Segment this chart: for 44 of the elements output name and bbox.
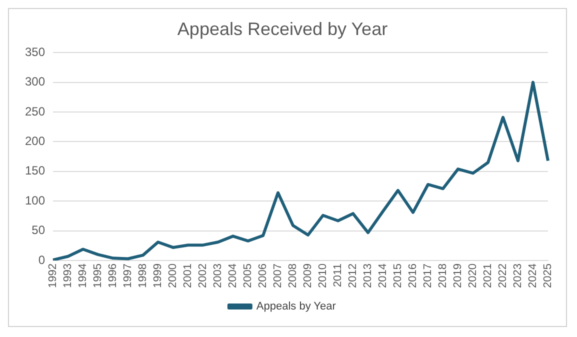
x-tick-label: 2018 [437, 264, 450, 288]
x-tick-label: 2000 [167, 264, 180, 288]
x-tick-label: 2010 [317, 264, 330, 288]
y-tick-label: 150 [24, 164, 46, 178]
legend-label: Appeals by Year [256, 300, 336, 313]
x-tick-label: 1995 [92, 264, 104, 288]
x-tick-label: 2015 [392, 264, 404, 288]
x-tick-label: 2001 [182, 264, 194, 288]
y-tick-label: 100 [24, 193, 46, 208]
x-tick-label: 2008 [287, 264, 300, 288]
x-tick-label: 2019 [452, 264, 464, 288]
x-tick-label: 1996 [107, 264, 120, 288]
x-tick-label: 2006 [257, 264, 270, 288]
x-tick-label: 1994 [77, 264, 90, 288]
x-tick-label: 1993 [62, 264, 74, 288]
x-tick-label: 2024 [527, 264, 540, 288]
y-tick-label: 350 [24, 44, 46, 59]
x-tick-label: 2011 [332, 264, 344, 288]
x-tick-label: 2023 [512, 264, 524, 288]
x-tick-label: 2013 [362, 264, 374, 288]
x-tick-label: 2014 [377, 264, 390, 288]
x-tick-label: 2025 [542, 264, 554, 288]
x-tick-label: 2022 [497, 264, 510, 288]
x-tick-label: 2017 [422, 264, 434, 288]
x-tick-label: 2004 [227, 264, 240, 288]
x-tick-label: 2012 [347, 264, 360, 288]
x-tick-label: 2003 [212, 264, 224, 288]
y-tick-label: 0 [38, 252, 46, 267]
y-tick-label: 200 [24, 134, 46, 148]
x-tick-label: 2005 [242, 264, 254, 288]
y-tick-label: 50 [32, 223, 46, 238]
x-tick-label: 1998 [137, 264, 150, 288]
x-tick-label: 2016 [407, 264, 420, 288]
x-tick-label: 2009 [302, 264, 314, 288]
x-tick-label: 1997 [122, 264, 134, 288]
x-tick-label: 2007 [272, 264, 284, 288]
x-tick-label: 1992 [47, 264, 60, 288]
x-tick-label: 1999 [152, 264, 164, 288]
x-tick-label: 2020 [467, 264, 480, 288]
chart-title: Appeals Received by Year [177, 18, 388, 39]
x-tick-label: 2002 [197, 264, 210, 288]
y-tick-label: 250 [24, 104, 46, 118]
y-tick-label: 300 [24, 74, 46, 89]
x-tick-label: 2021 [482, 264, 494, 288]
